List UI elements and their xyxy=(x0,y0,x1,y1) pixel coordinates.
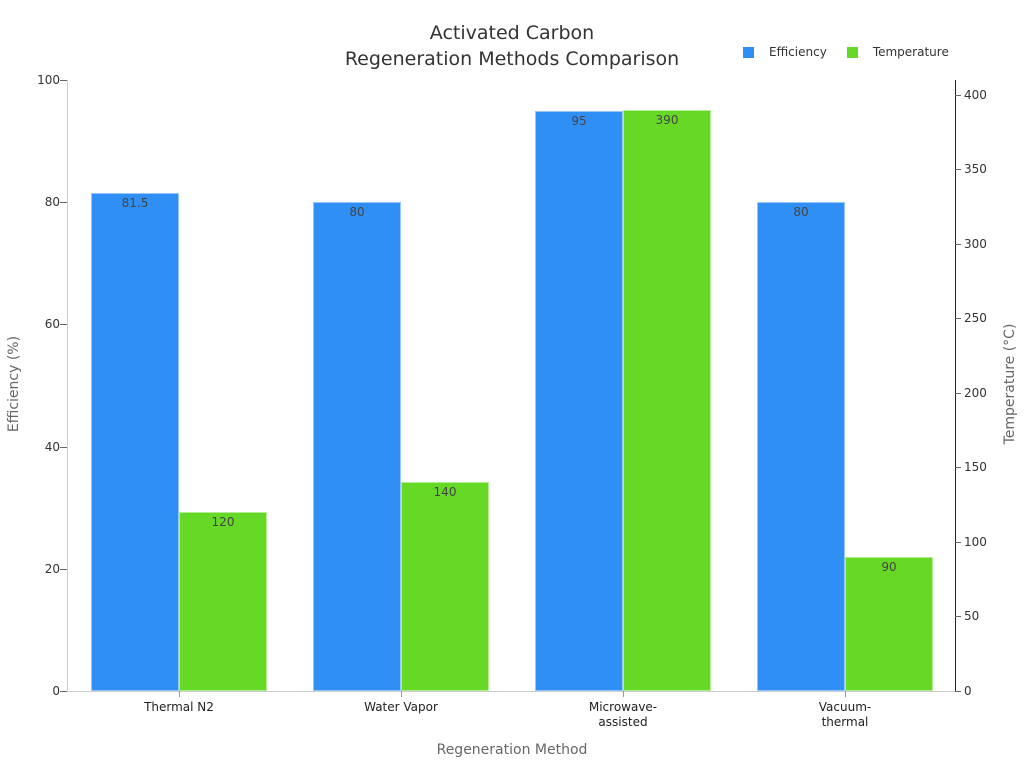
y-axis-left-line xyxy=(67,80,68,692)
y-left-tick xyxy=(60,80,67,81)
y-axis-left-title: Efficiency (%) xyxy=(6,335,22,433)
x-tick xyxy=(845,691,846,697)
y-axis-right-line xyxy=(955,80,956,692)
y-right-tick xyxy=(955,243,961,245)
y-right-tick-label: 250 xyxy=(964,311,987,326)
y-right-tick xyxy=(955,467,961,469)
y-left-tick xyxy=(60,568,67,570)
bar-temperature-2[interactable]: 140 xyxy=(401,482,489,691)
chart-title-line-1: Activated Carbon xyxy=(429,22,595,44)
legend-swatch-efficiency xyxy=(743,46,754,58)
y-left-tick-label: 60 xyxy=(44,317,60,332)
x-tick-label-line: Water Vapor xyxy=(364,700,438,714)
y-left-tick-label: 40 xyxy=(44,439,60,454)
y-right-tick xyxy=(955,616,961,618)
chart-title-line-2: Regeneration Methods Comparison xyxy=(344,48,680,70)
x-tick-label: Microwave-assisted xyxy=(553,700,693,730)
y-left-tick-label: 100 xyxy=(37,73,60,87)
y-right-tick-label: 0 xyxy=(964,684,972,698)
x-tick-label-line: assisted xyxy=(598,715,648,729)
x-tick-label-line: thermal xyxy=(821,715,869,729)
y-right-tick-label: 200 xyxy=(964,385,987,400)
bar-value-label: 95 xyxy=(571,113,587,128)
legend-label-efficiency: Efficiency xyxy=(769,45,827,59)
y-right-tick xyxy=(955,318,961,320)
y-right-tick xyxy=(955,691,961,692)
bar-temperature-1[interactable]: 120 xyxy=(179,512,267,691)
bar-temperature-3[interactable]: 390 xyxy=(623,109,711,691)
y-left-tick xyxy=(60,691,67,692)
bar-temperature-4[interactable]: 90 xyxy=(845,556,933,691)
bar-value-label: 80 xyxy=(349,205,365,220)
y-right-tick-label: 300 xyxy=(964,236,987,251)
legend-item-efficiency[interactable]: Efficiency xyxy=(743,45,827,59)
x-tick-label: Water Vapor xyxy=(331,700,471,715)
x-tick xyxy=(623,691,624,697)
y-left-tick xyxy=(60,324,67,326)
bar-value-label: 390 xyxy=(655,112,679,127)
y-axis-right-title: Temperature (°C) xyxy=(1002,323,1018,445)
y-right-tick-label: 350 xyxy=(964,162,987,177)
y-right-tick xyxy=(955,169,961,171)
bar-efficiency-4[interactable]: 80 xyxy=(757,202,845,691)
y-left-tick xyxy=(60,202,67,204)
x-axis-line xyxy=(67,691,956,692)
bar-efficiency-2[interactable]: 80 xyxy=(313,202,401,691)
y-right-tick xyxy=(955,392,961,394)
x-tick xyxy=(401,691,402,697)
bar-value-label: 80 xyxy=(793,205,809,220)
legend-swatch-temperature xyxy=(846,46,858,58)
bar-efficiency-1[interactable]: 81.5 xyxy=(91,193,179,691)
x-axis-title: Regeneration Method xyxy=(436,742,588,758)
x-tick-label: Vacuum-thermal xyxy=(775,700,915,730)
bar-value-label: 140 xyxy=(433,485,457,500)
y-right-tick-label: 50 xyxy=(964,609,980,624)
y-right-tick xyxy=(955,541,961,543)
y-right-tick-label: 100 xyxy=(964,534,987,549)
bar-value-label: 120 xyxy=(211,515,235,530)
bar-efficiency-3[interactable]: 95 xyxy=(535,110,623,691)
y-left-tick-label: 0 xyxy=(52,684,60,698)
y-right-tick-label: 400 xyxy=(964,87,987,102)
y-left-tick-label: 20 xyxy=(44,561,60,576)
x-tick xyxy=(179,691,180,697)
x-tick-label-line: Microwave- xyxy=(588,700,658,714)
legend-item-temperature[interactable]: Temperature xyxy=(846,45,949,59)
y-right-tick-label: 150 xyxy=(964,460,987,475)
x-tick-label: Thermal N2 xyxy=(109,700,249,715)
y-right-tick xyxy=(955,94,961,96)
y-left-tick xyxy=(60,446,67,448)
y-left-tick-label: 80 xyxy=(44,195,60,210)
legend: Efficiency Temperature xyxy=(743,45,969,59)
legend-label-temperature: Temperature xyxy=(872,45,949,59)
bar-value-label: 90 xyxy=(881,559,897,574)
bar-value-label: 81.5 xyxy=(121,196,149,211)
x-tick-label-line: Thermal N2 xyxy=(144,700,214,714)
x-tick-label-line: Vacuum- xyxy=(818,700,872,714)
